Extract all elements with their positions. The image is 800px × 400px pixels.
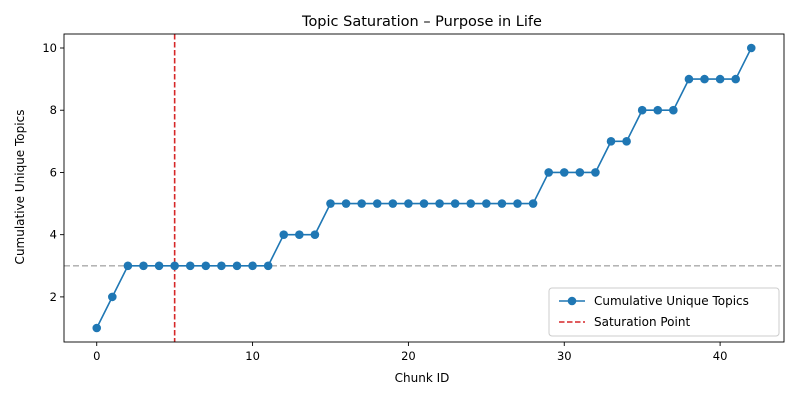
data-point [559, 168, 569, 177]
data-point [123, 261, 133, 271]
x-tick-label: 40 [713, 349, 728, 363]
legend-saturation-label: Saturation Point [594, 315, 690, 329]
y-tick-label: 6 [50, 165, 57, 179]
data-point [669, 105, 678, 115]
y-tick-label: 4 [50, 228, 57, 242]
y-tick-label: 8 [50, 103, 57, 117]
series-line [96, 47, 752, 329]
data-point [201, 261, 211, 271]
data-point [513, 199, 522, 208]
x-axis-label: Chunk ID [395, 371, 450, 385]
data-point [715, 74, 725, 84]
chart-title: Topic Saturation – Purpose in Life [301, 14, 542, 30]
y-tick-label: 10 [42, 41, 57, 55]
data-point [622, 137, 631, 146]
data-point [388, 199, 398, 208]
data-point [154, 261, 164, 271]
data-point [450, 199, 460, 208]
data-point [170, 261, 179, 271]
data-point [731, 74, 740, 84]
data-point [108, 292, 117, 302]
data-point [295, 230, 304, 239]
legend-series-marker [567, 296, 577, 306]
data-point [637, 105, 647, 115]
data-point [341, 199, 351, 208]
data-point [217, 261, 226, 271]
data-point [497, 199, 507, 208]
data-point [746, 43, 756, 53]
legend-box [548, 287, 780, 337]
x-tick-label: 30 [557, 349, 572, 363]
data-point [435, 199, 444, 208]
data-point [139, 261, 148, 271]
y-tick-label: 2 [50, 290, 57, 304]
data-point [591, 168, 600, 177]
data-point [263, 261, 273, 271]
data-point [232, 261, 242, 271]
plot-frame [63, 33, 785, 343]
data-point [653, 105, 663, 115]
plot-area: 0 10 20 30 40 2 4 6 8 10 [42, 33, 785, 363]
data-point [544, 168, 553, 177]
data-point [528, 199, 538, 208]
data-point [419, 199, 429, 208]
data-point [684, 74, 694, 84]
x-tick-label: 20 [401, 349, 416, 363]
data-point [326, 199, 335, 208]
legend: Cumulative Unique Topics Saturation Point [548, 287, 780, 337]
data-point [700, 74, 709, 84]
data-point [466, 199, 476, 208]
data-point [482, 199, 491, 208]
data-point [185, 261, 195, 271]
x-tick-label: 10 [245, 349, 260, 363]
legend-series-label: Cumulative Unique Topics [594, 294, 749, 308]
data-point [372, 199, 382, 208]
data-point [310, 230, 320, 239]
data-point [357, 199, 366, 208]
x-tick-label: 0 [93, 349, 100, 363]
data-point [279, 230, 289, 239]
y-axis-label: Cumulative Unique Topics [13, 110, 27, 265]
data-point [606, 137, 616, 146]
data-point [404, 199, 413, 208]
data-point [92, 323, 102, 333]
data-point [248, 261, 257, 271]
data-point [575, 168, 585, 177]
